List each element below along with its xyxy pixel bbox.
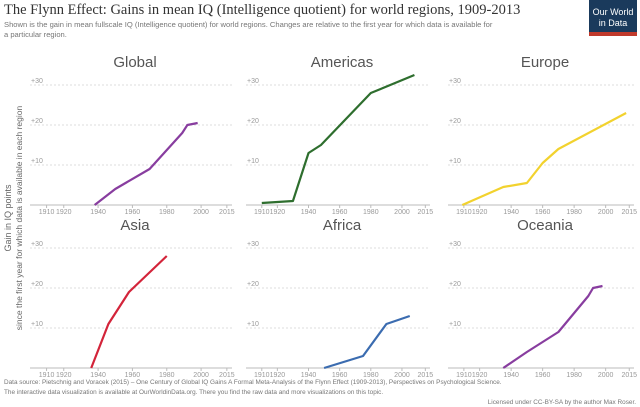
x-tick-label: 2015: [418, 209, 434, 216]
x-tick-label: 1920: [472, 372, 488, 379]
x-tick-label: 1910: [254, 372, 270, 379]
x-tick-label: 1980: [566, 209, 582, 216]
y-tick-label: +30: [247, 78, 259, 85]
panel-title: Africa: [323, 217, 362, 234]
x-tick-label: 1910: [39, 209, 55, 216]
y-axis-label: since the first year for which data is a…: [14, 106, 24, 331]
y-tick-label: +20: [449, 281, 461, 288]
x-tick-label: 2015: [219, 209, 235, 216]
x-tick-label: 2000: [598, 209, 614, 216]
subtitle: Shown is the gain in mean fullscale IQ (…: [4, 20, 493, 29]
x-tick-label: 1920: [270, 209, 286, 216]
y-tick-label: +20: [449, 118, 461, 125]
y-tick-label: +10: [247, 158, 259, 165]
logo-text: Our World: [593, 7, 634, 17]
x-tick-label: 2000: [193, 372, 209, 379]
y-tick-label: +10: [247, 321, 259, 328]
y-tick-label: +30: [31, 241, 43, 248]
x-tick-label: 1910: [39, 372, 55, 379]
x-tick-label: 2015: [621, 372, 637, 379]
x-tick-label: 2015: [418, 372, 434, 379]
footer-note: The interactive data visualization is av…: [4, 389, 383, 396]
logo: [589, 0, 637, 36]
x-tick-label: 1940: [503, 372, 519, 379]
y-tick-label: +10: [31, 158, 43, 165]
x-tick-label: 1960: [332, 209, 348, 216]
panel-title: Asia: [120, 217, 150, 234]
x-tick-label: 1910: [254, 209, 270, 216]
y-tick-label: +20: [247, 281, 259, 288]
panel-title: Oceania: [517, 217, 574, 234]
x-tick-label: 1920: [472, 209, 488, 216]
x-tick-label: 2000: [394, 372, 410, 379]
x-tick-label: 1980: [363, 372, 379, 379]
x-tick-label: 1910: [456, 209, 472, 216]
data-line: [502, 284, 603, 369]
y-tick-label: +20: [247, 118, 259, 125]
x-tick-label: 1920: [270, 372, 286, 379]
panel-title: Europe: [521, 54, 569, 71]
y-tick-label: +10: [31, 321, 43, 328]
y-tick-label: +30: [247, 241, 259, 248]
y-axis-label: Gain in IQ points: [3, 184, 13, 252]
y-tick-label: +30: [31, 78, 43, 85]
x-tick-label: 1960: [535, 372, 551, 379]
x-tick-label: 1940: [90, 372, 106, 379]
title: The Flynn Effect: Gains in mean IQ (Inte…: [4, 2, 520, 18]
x-tick-label: 1940: [301, 209, 317, 216]
x-tick-label: 1960: [125, 372, 141, 379]
panel-title: Global: [113, 54, 156, 71]
x-tick-label: 1940: [90, 209, 106, 216]
y-tick-label: +30: [449, 241, 461, 248]
x-tick-label: 1940: [503, 209, 519, 216]
x-tick-label: 1980: [363, 209, 379, 216]
x-tick-label: 2000: [598, 372, 614, 379]
y-tick-label: +20: [31, 118, 43, 125]
x-tick-label: 1960: [125, 209, 141, 216]
y-tick-label: +20: [31, 281, 43, 288]
y-tick-label: +10: [449, 321, 461, 328]
x-tick-label: 1910: [456, 372, 472, 379]
x-tick-label: 1980: [159, 209, 175, 216]
x-tick-label: 1960: [332, 372, 348, 379]
data-line: [90, 255, 168, 369]
subtitle: a particular region.: [4, 30, 67, 39]
data-line: [461, 112, 627, 207]
footer-source: Data source: Pietschnig and Voracek (201…: [4, 379, 502, 386]
x-tick-label: 2000: [193, 209, 209, 216]
data-line: [93, 121, 198, 206]
data-line: [323, 314, 411, 370]
data-line: [261, 73, 415, 205]
y-tick-label: +30: [449, 78, 461, 85]
logo-stripe: [589, 32, 637, 36]
footer-license: Licensed under CC-BY-SA by the author Ma…: [488, 399, 636, 406]
x-tick-label: 1920: [56, 372, 72, 379]
x-tick-label: 1960: [535, 209, 551, 216]
y-tick-label: +10: [449, 158, 461, 165]
x-tick-label: 1920: [56, 209, 72, 216]
x-tick-label: 1980: [159, 372, 175, 379]
x-tick-label: 2015: [621, 209, 637, 216]
x-tick-label: 2015: [219, 372, 235, 379]
x-tick-label: 1940: [301, 372, 317, 379]
panel-title: Americas: [311, 54, 374, 71]
logo-text: in Data: [599, 18, 628, 28]
x-tick-label: 2000: [394, 209, 410, 216]
x-tick-label: 1980: [566, 372, 582, 379]
